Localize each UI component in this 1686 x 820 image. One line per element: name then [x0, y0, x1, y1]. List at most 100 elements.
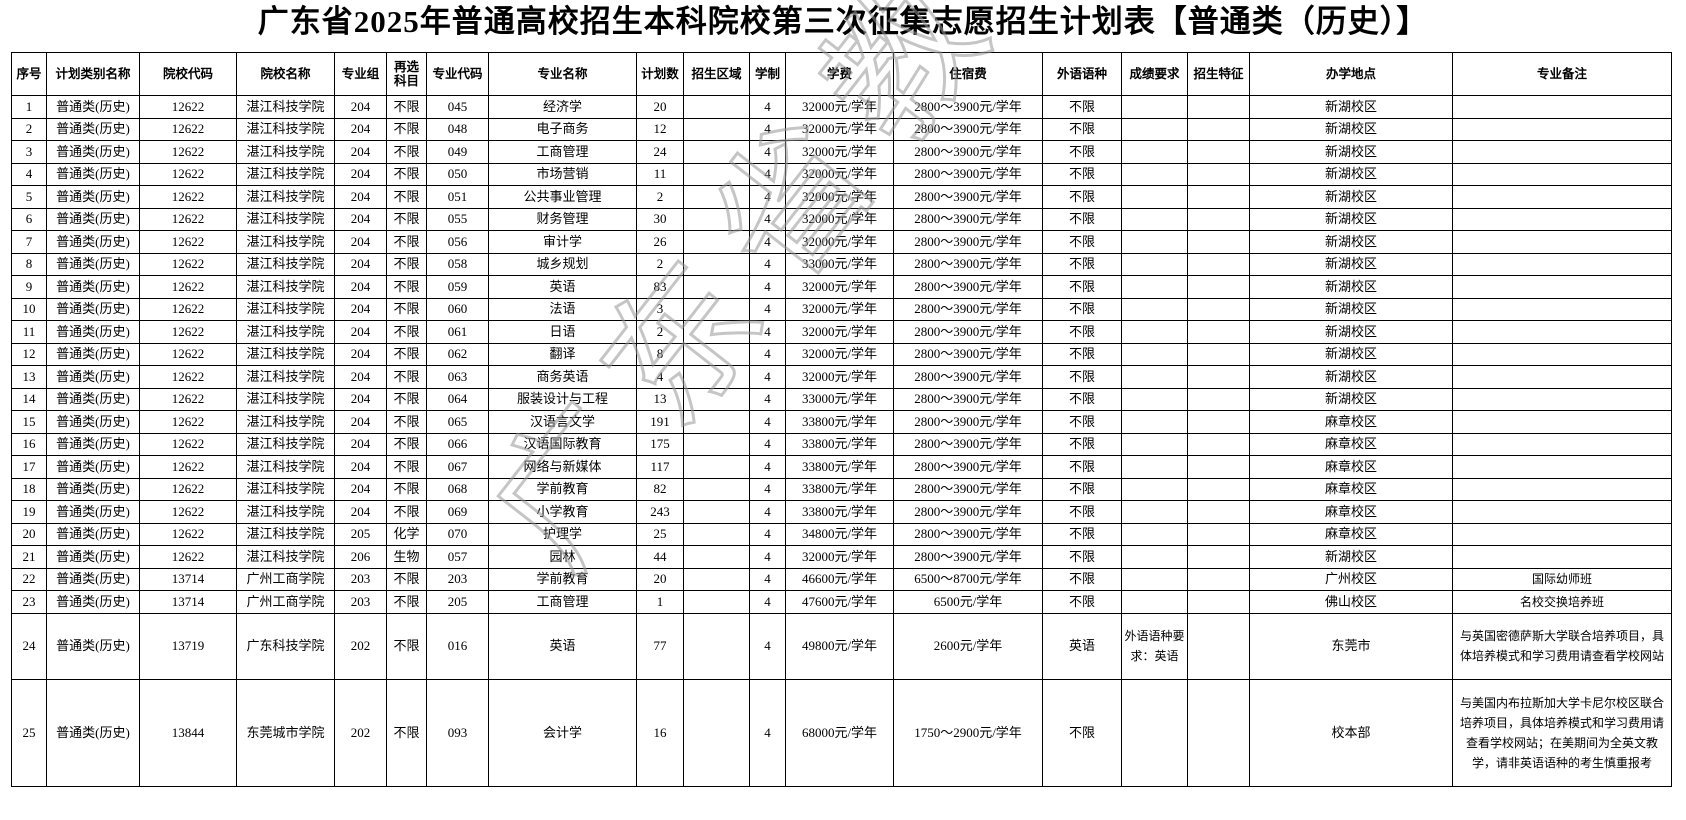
- cell-plan-count: 2: [636, 252, 684, 276]
- cell-duration: 4: [749, 252, 786, 276]
- cell-major-code: 205: [426, 590, 489, 614]
- cell-school-code: 12622: [139, 230, 237, 254]
- cell-school-name: 湛江科技学院: [236, 477, 335, 501]
- cell-major-name: 汉语国际教育: [488, 432, 637, 456]
- cell-campus: 麻章校区: [1249, 500, 1453, 524]
- cell-major-note: [1452, 95, 1672, 119]
- cell-plan-count: 191: [636, 410, 684, 434]
- cell-duration: 4: [749, 387, 786, 411]
- cell-campus: 麻章校区: [1249, 522, 1453, 546]
- cell-school-code: 12622: [139, 365, 237, 389]
- cell-duration: 4: [749, 230, 786, 254]
- table-row: 24 普通类(历史) 13719 广东科技学院 202 不限 016 英语 77 4 49800元/…: [11, 612, 1672, 680]
- cell-major-code: 058: [426, 252, 489, 276]
- cell-major-group: 206: [334, 545, 387, 569]
- cell-major-group: 204: [334, 365, 387, 389]
- cell-enrollment-feature: [1187, 140, 1250, 164]
- cell-enrollment-region: [683, 432, 750, 456]
- cell-major-name: 服装设计与工程: [488, 387, 637, 411]
- cell-plan-category: 普通类(历史): [46, 432, 140, 456]
- cell-tuition: 33800元/学年: [785, 432, 894, 456]
- cell-seq: 10: [11, 297, 47, 321]
- cell-duration: 4: [749, 455, 786, 479]
- cell-major-code: 057: [426, 545, 489, 569]
- header-plan-category: 计划类别名称: [46, 52, 140, 96]
- cell-major-code: 051: [426, 185, 489, 209]
- cell-duration: 4: [749, 95, 786, 119]
- cell-school-name: 广东科技学院: [236, 612, 335, 680]
- cell-plan-category: 普通类(历史): [46, 275, 140, 299]
- cell-score-requirement: [1121, 230, 1188, 254]
- cell-seq: 1: [11, 95, 47, 119]
- cell-duration: 4: [749, 545, 786, 569]
- cell-school-code: 12622: [139, 275, 237, 299]
- table-row: 6 普通类(历史) 12622 湛江科技学院 204 不限 055 财务管理 30 4 32000元…: [11, 207, 1672, 231]
- cell-enrollment-feature: [1187, 320, 1250, 344]
- cell-major-code: 016: [426, 612, 489, 680]
- cell-tuition: 32000元/学年: [785, 95, 894, 119]
- cell-elective-subject: 不限: [386, 95, 427, 119]
- cell-accommodation-fee: 2800～3900元/学年: [893, 230, 1043, 254]
- cell-major-group: 204: [334, 342, 387, 366]
- cell-elective-subject: 不限: [386, 500, 427, 524]
- cell-school-code: 12622: [139, 95, 237, 119]
- cell-seq: 18: [11, 477, 47, 501]
- cell-tuition: 32000元/学年: [785, 342, 894, 366]
- cell-enrollment-feature: [1187, 117, 1250, 141]
- cell-major-group: 204: [334, 477, 387, 501]
- cell-duration: 4: [749, 162, 786, 186]
- cell-accommodation-fee: 6500元/学年: [893, 590, 1043, 614]
- cell-plan-category: 普通类(历史): [46, 162, 140, 186]
- cell-tuition: 32000元/学年: [785, 185, 894, 209]
- cell-elective-subject: 不限: [386, 140, 427, 164]
- cell-foreign-language: 不限: [1042, 117, 1122, 141]
- cell-enrollment-region: [683, 612, 750, 680]
- cell-major-name: 汉语言文学: [488, 410, 637, 434]
- cell-campus: 佛山校区: [1249, 590, 1453, 614]
- cell-major-note: 名校交换培养班: [1452, 590, 1672, 614]
- cell-plan-count: 24: [636, 140, 684, 164]
- cell-school-name: 湛江科技学院: [236, 117, 335, 141]
- cell-major-note: [1452, 545, 1672, 569]
- cell-score-requirement: [1121, 477, 1188, 501]
- header-elective-subject: 再选科目: [386, 52, 427, 96]
- cell-enrollment-feature: [1187, 230, 1250, 254]
- cell-accommodation-fee: 2800～3900元/学年: [893, 432, 1043, 456]
- cell-major-group: 204: [334, 297, 387, 321]
- cell-major-group: 204: [334, 275, 387, 299]
- cell-duration: 4: [749, 410, 786, 434]
- cell-duration: 4: [749, 522, 786, 546]
- cell-seq: 16: [11, 432, 47, 456]
- cell-campus: 麻章校区: [1249, 455, 1453, 479]
- header-seq: 序号: [11, 52, 47, 96]
- cell-foreign-language: 不限: [1042, 567, 1122, 591]
- cell-duration: 4: [749, 678, 786, 787]
- cell-elective-subject: 化学: [386, 522, 427, 546]
- cell-enrollment-feature: [1187, 185, 1250, 209]
- cell-major-group: 205: [334, 522, 387, 546]
- cell-school-code: 12622: [139, 522, 237, 546]
- cell-major-code: 093: [426, 678, 489, 787]
- cell-enrollment-region: [683, 117, 750, 141]
- cell-major-note: [1452, 410, 1672, 434]
- cell-school-code: 13714: [139, 567, 237, 591]
- cell-school-code: 12622: [139, 432, 237, 456]
- cell-accommodation-fee: 2600元/学年: [893, 612, 1043, 680]
- cell-seq: 8: [11, 252, 47, 276]
- cell-school-code: 12622: [139, 342, 237, 366]
- cell-score-requirement: [1121, 140, 1188, 164]
- cell-foreign-language: 不限: [1042, 230, 1122, 254]
- cell-tuition: 46600元/学年: [785, 567, 894, 591]
- cell-enrollment-feature: [1187, 522, 1250, 546]
- cell-score-requirement: [1121, 275, 1188, 299]
- cell-seq: 23: [11, 590, 47, 614]
- cell-duration: 4: [749, 342, 786, 366]
- cell-tuition: 47600元/学年: [785, 590, 894, 614]
- cell-enrollment-region: [683, 500, 750, 524]
- table-row: 23 普通类(历史) 13714 广州工商学院 203 不限 205 工商管理 1 4 47600元…: [11, 590, 1672, 614]
- cell-plan-count: 2: [636, 320, 684, 344]
- cell-accommodation-fee: 2800～3900元/学年: [893, 477, 1043, 501]
- cell-major-note: [1452, 297, 1672, 321]
- cell-score-requirement: [1121, 117, 1188, 141]
- cell-seq: 14: [11, 387, 47, 411]
